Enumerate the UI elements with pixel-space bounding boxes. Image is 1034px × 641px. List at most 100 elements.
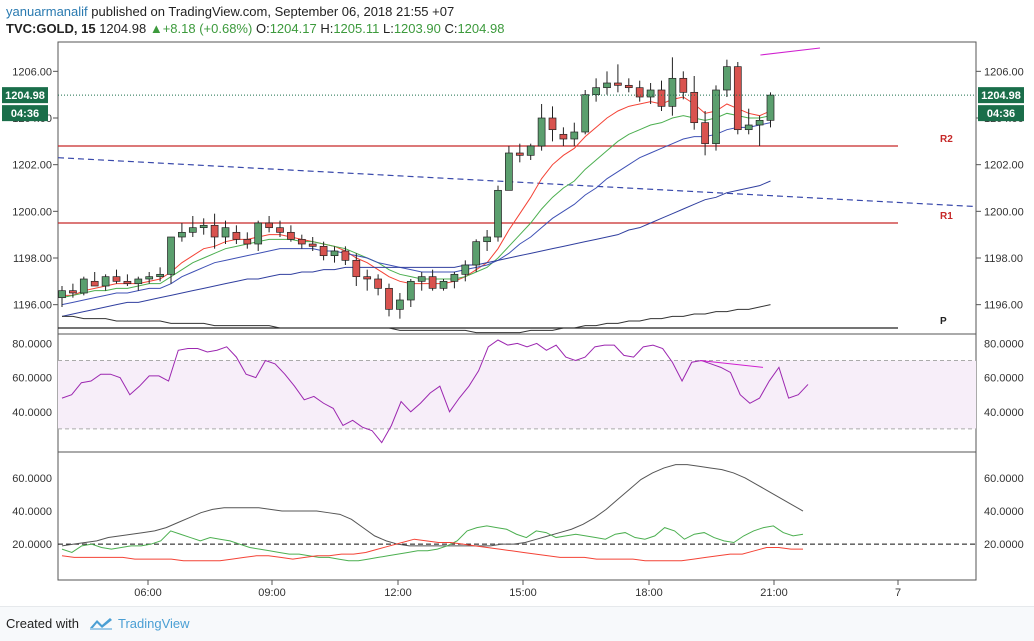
candle-body xyxy=(330,250,339,257)
rsi-line xyxy=(61,339,809,444)
dmi-tick-label-left: 20.0000 xyxy=(12,539,52,551)
close-value: 1204.98 xyxy=(457,21,505,36)
candle-body xyxy=(690,91,699,124)
countdown-badge-right xyxy=(978,105,1024,122)
divergence-line-rsi xyxy=(699,360,764,368)
plot-border xyxy=(57,41,977,581)
divergence-line-price xyxy=(760,47,821,56)
x-tick-label: 06:00 xyxy=(134,587,162,599)
low-value: 1203.90 xyxy=(393,21,441,36)
candle-body xyxy=(439,280,448,289)
candle-body xyxy=(417,276,426,282)
trendline xyxy=(57,157,977,208)
x-tick-label: 18:00 xyxy=(635,587,663,599)
pivot-level-label: P xyxy=(940,316,947,327)
countdown-label-left: 04:36 xyxy=(11,108,39,120)
candle-body xyxy=(646,89,655,98)
candle-body xyxy=(297,238,306,245)
low-label: L: xyxy=(382,21,394,36)
dmi-tick-label-right: 20.0000 xyxy=(984,539,1024,551)
current-price-badge-right xyxy=(978,87,1024,104)
y-tick-label-left: 1206.00 xyxy=(12,66,52,78)
candle-body xyxy=(494,189,502,238)
dmi-tick-label-left: 60.0000 xyxy=(12,473,52,485)
candle-body xyxy=(766,94,775,121)
candle-body xyxy=(69,290,77,294)
candle-body xyxy=(319,245,328,257)
dmi-tick-label-right: 40.0000 xyxy=(984,506,1024,518)
candle-body xyxy=(243,238,252,245)
rsi-band-fill xyxy=(58,360,976,429)
candle-body xyxy=(363,276,372,280)
candle-body xyxy=(374,278,382,289)
candle-body xyxy=(308,243,317,247)
candle-body xyxy=(755,119,764,126)
change-value: +8.18 (+0.68%) xyxy=(162,21,253,36)
x-tick-label: 12:00 xyxy=(384,587,412,599)
candle-body xyxy=(79,278,88,294)
candle-body xyxy=(265,222,273,229)
y-tick-label-right: 1202.00 xyxy=(984,160,1024,172)
symbol-label: TVC:GOLD, 15 xyxy=(6,21,96,36)
moving-average-line xyxy=(62,304,771,334)
high-value: 1205.11 xyxy=(333,21,380,36)
x-tick-label: 15:00 xyxy=(509,587,537,599)
candle-body xyxy=(668,77,677,107)
candle-body xyxy=(178,231,186,238)
candle-body xyxy=(134,278,143,285)
candle-body xyxy=(570,131,579,140)
x-tick-label: 21:00 xyxy=(760,587,788,599)
x-tick-label: 09:00 xyxy=(258,587,286,599)
candle-body xyxy=(723,66,731,91)
moving-average-line xyxy=(61,122,771,306)
ohlc-legend: TVC:GOLD, 15 1204.98 ▲+8.18 (+0.68%) O:1… xyxy=(6,21,504,36)
last-price: 1204.98 xyxy=(99,21,147,36)
open-label: O: xyxy=(255,21,270,36)
y-tick-label-left: 1202.00 xyxy=(12,160,52,172)
y-tick-label-left: 1198.00 xyxy=(13,253,52,265)
candle-body xyxy=(679,77,688,93)
candle-body xyxy=(210,224,219,238)
candle-body xyxy=(232,231,241,240)
candle-body xyxy=(123,280,132,285)
candle-body xyxy=(515,152,524,156)
candle-body xyxy=(559,133,568,140)
candle-body xyxy=(112,276,121,282)
moving-average-line xyxy=(62,96,771,296)
candle-body xyxy=(385,287,393,310)
y-tick-label-right: 1196.00 xyxy=(984,300,1023,312)
high-label: H: xyxy=(320,21,334,36)
candle-body xyxy=(624,84,633,89)
candle-body xyxy=(254,222,263,245)
candle-body xyxy=(483,236,491,243)
candle-body xyxy=(58,290,66,299)
candle-body xyxy=(537,117,546,147)
countdown-badge-left xyxy=(2,105,48,122)
chart-svg[interactable]: 1206.001206.001204.001204.001202.001202.… xyxy=(0,0,1034,606)
rsi-tick-label-right: 40.0000 xyxy=(984,407,1024,419)
candle-body xyxy=(505,152,513,191)
candle-body xyxy=(701,122,709,145)
candle-body xyxy=(406,280,415,301)
candle-body xyxy=(581,94,590,133)
candle-body xyxy=(733,66,742,131)
dmi-tick-label-right: 60.0000 xyxy=(984,473,1024,485)
y-tick-label-right: 1206.00 xyxy=(984,66,1024,78)
y-tick-label-left: 1196.00 xyxy=(13,300,52,312)
published-text: published on TradingView.com, September … xyxy=(87,4,455,19)
moving-average-line xyxy=(61,180,771,317)
candle-body xyxy=(90,280,99,287)
candle-body xyxy=(450,273,459,282)
tradingview-brand[interactable]: TradingView xyxy=(118,616,190,631)
current-price-badge-left xyxy=(2,87,48,104)
rsi-tick-label-left: 40.0000 xyxy=(12,407,52,419)
y-tick-label-right: 1200.00 xyxy=(984,206,1024,218)
candle-body xyxy=(145,276,154,280)
candle-body xyxy=(287,231,295,240)
publish-info: yanuarmanalif published on TradingView.c… xyxy=(6,4,454,19)
author-name[interactable]: yanuarmanalif xyxy=(6,4,88,19)
candle-body xyxy=(614,82,622,86)
dmi-line-1 xyxy=(61,525,804,562)
candle-body xyxy=(276,227,284,233)
candle-body xyxy=(221,227,230,238)
